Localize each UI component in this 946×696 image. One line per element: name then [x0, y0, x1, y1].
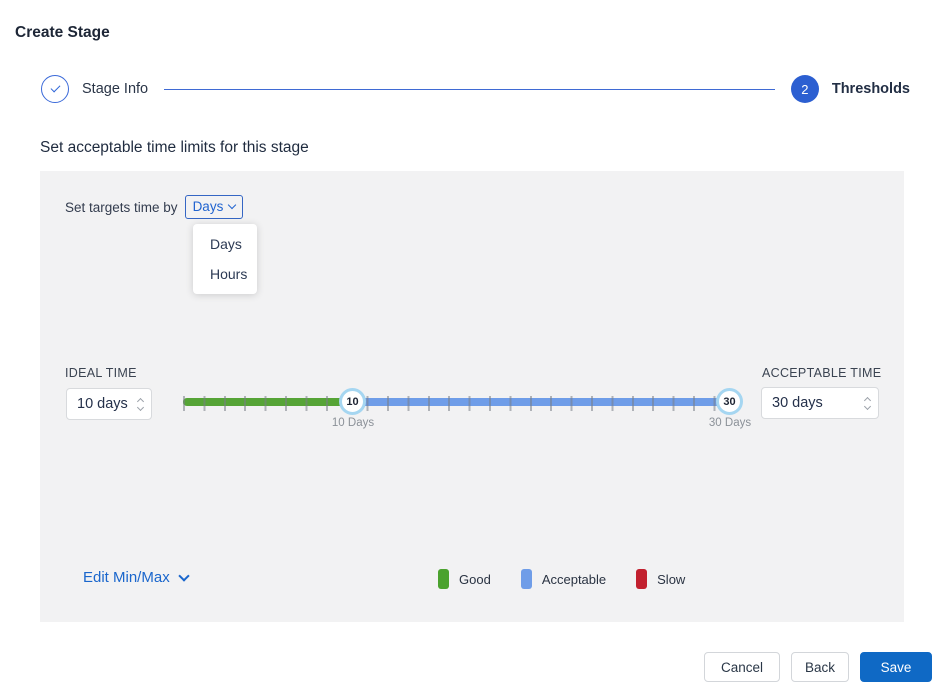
edit-minmax-link[interactable]: Edit Min/Max	[83, 569, 190, 586]
back-button[interactable]: Back	[791, 652, 849, 682]
wizard-stepper: Stage Info 2 Thresholds	[41, 75, 910, 103]
chevron-down-icon	[228, 200, 237, 210]
ideal-time-input[interactable]: 10 days	[66, 388, 152, 420]
thresholds-panel: Set targets time by Days Days Hours IDEA…	[40, 171, 904, 622]
step-stage-info-label: Stage Info	[82, 81, 149, 97]
slider-track-acceptable[interactable]	[353, 398, 735, 406]
ideal-time-stepper[interactable]	[136, 397, 145, 411]
time-unit-dropdown-menu: Days Hours	[193, 224, 257, 294]
save-button[interactable]: Save	[860, 652, 932, 682]
good-swatch	[438, 569, 449, 589]
ideal-time-value: 10 days	[77, 396, 128, 412]
slider-legend: Good Acceptable Slow	[438, 569, 685, 589]
checkmark-icon	[50, 82, 60, 93]
legend-item-acceptable: Acceptable	[520, 569, 607, 589]
target-time-label: Set targets time by	[65, 199, 178, 215]
time-unit-value: Days	[192, 199, 224, 214]
acceptable-time-stepper[interactable]	[863, 396, 872, 410]
acceptable-time-label: ACCEPTABLE TIME	[762, 366, 882, 380]
time-range-slider: 10 30 10 Days 30 Days	[183, 388, 751, 432]
slow-label: Slow	[657, 571, 686, 587]
acceptable-label: Acceptable	[541, 571, 607, 587]
page-title: Create Stage	[15, 24, 110, 41]
step-thresholds[interactable]: 2 Thresholds	[790, 75, 910, 103]
slider-max-label: 30 Days	[708, 417, 752, 429]
edit-minmax-label: Edit Min/Max	[83, 569, 170, 586]
time-unit-dropdown[interactable]: Days	[184, 195, 244, 219]
slow-swatch	[636, 569, 648, 589]
legend-item-slow: Slow	[636, 569, 685, 589]
step-complete-circle	[41, 75, 69, 103]
footer-actions: Cancel Back Save	[704, 652, 932, 682]
acceptable-time-input[interactable]: 30 days	[761, 387, 879, 419]
dropdown-option-days[interactable]: Days	[210, 236, 242, 252]
slider-handle-max[interactable]: 30	[716, 388, 743, 415]
slider-handle-min[interactable]: 10	[339, 388, 366, 415]
ideal-time-label: IDEAL TIME	[65, 366, 137, 380]
slider-track-good[interactable]	[183, 398, 353, 406]
stepper-down-icon[interactable]	[863, 402, 872, 410]
cancel-button[interactable]: Cancel	[704, 652, 780, 682]
chevron-down-icon	[178, 569, 190, 582]
step-number-circle: 2	[790, 75, 819, 103]
stepper-down-icon[interactable]	[136, 403, 145, 411]
acceptable-swatch	[520, 569, 532, 589]
dropdown-option-hours[interactable]: Hours	[210, 266, 248, 282]
slider-min-label: 10 Days	[331, 417, 375, 429]
legend-item-good: Good	[438, 569, 491, 589]
section-heading: Set acceptable time limits for this stag…	[40, 139, 309, 156]
acceptable-time-value: 30 days	[772, 395, 823, 411]
target-time-row: Set targets time by Days	[65, 195, 244, 219]
step-stage-info[interactable]: Stage Info	[41, 75, 148, 103]
good-label: Good	[459, 571, 491, 587]
stepper-connector-line	[164, 88, 775, 90]
step-thresholds-label: Thresholds	[831, 81, 910, 97]
